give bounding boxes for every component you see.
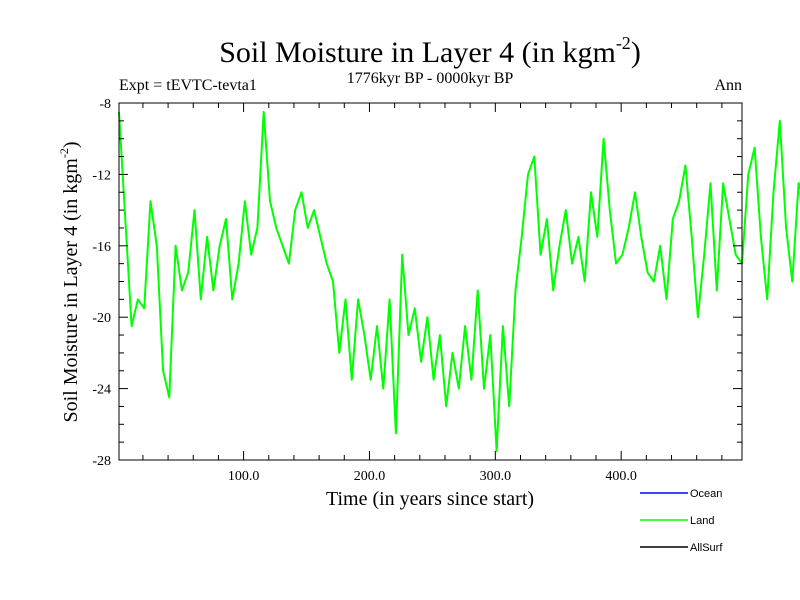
plot-area xyxy=(118,110,800,453)
series-line-land xyxy=(118,110,800,453)
axes: 100.0 200.0 300.0 400.0 -8 -12 -16 -20 -24 -28 xyxy=(92,97,743,484)
legend: Ocean Land AllSurf xyxy=(640,488,723,554)
x-tick-label: 300.0 xyxy=(480,469,512,484)
y-tick-label: -8 xyxy=(99,97,111,112)
chart-subtitle-right: Ann xyxy=(714,77,742,94)
x-axis-label: Time (in years since start) xyxy=(326,488,534,510)
x-tick-label: 200.0 xyxy=(354,469,386,484)
y-tick-label: -24 xyxy=(92,383,111,398)
y-tick-label: -28 xyxy=(92,454,111,469)
x-tick-label: 400.0 xyxy=(605,469,637,484)
chart-title: Soil Moisture in Layer 4 (in kgm-2) xyxy=(219,33,641,69)
y-axis-label-superscript: -2 xyxy=(57,148,71,158)
y-axis-label: Soil Moisture in Layer 4 (in kgm-2) xyxy=(57,141,82,422)
x-tick-label: 100.0 xyxy=(228,469,260,484)
legend-label-allsurf: AllSurf xyxy=(690,542,723,554)
legend-label-ocean: Ocean xyxy=(690,488,722,500)
y-tick-label: -20 xyxy=(92,311,111,326)
chart-title-superscript: -2 xyxy=(616,33,631,53)
legend-label-land: Land xyxy=(690,515,714,527)
chart-subtitle-center: 1776kyr BP - 0000kyr BP xyxy=(347,70,514,87)
y-tick-label: -12 xyxy=(92,168,111,183)
y-tick-label: -16 xyxy=(92,240,111,255)
chart-subtitle-left: Expt = tEVTC-tevta1 xyxy=(119,77,257,94)
